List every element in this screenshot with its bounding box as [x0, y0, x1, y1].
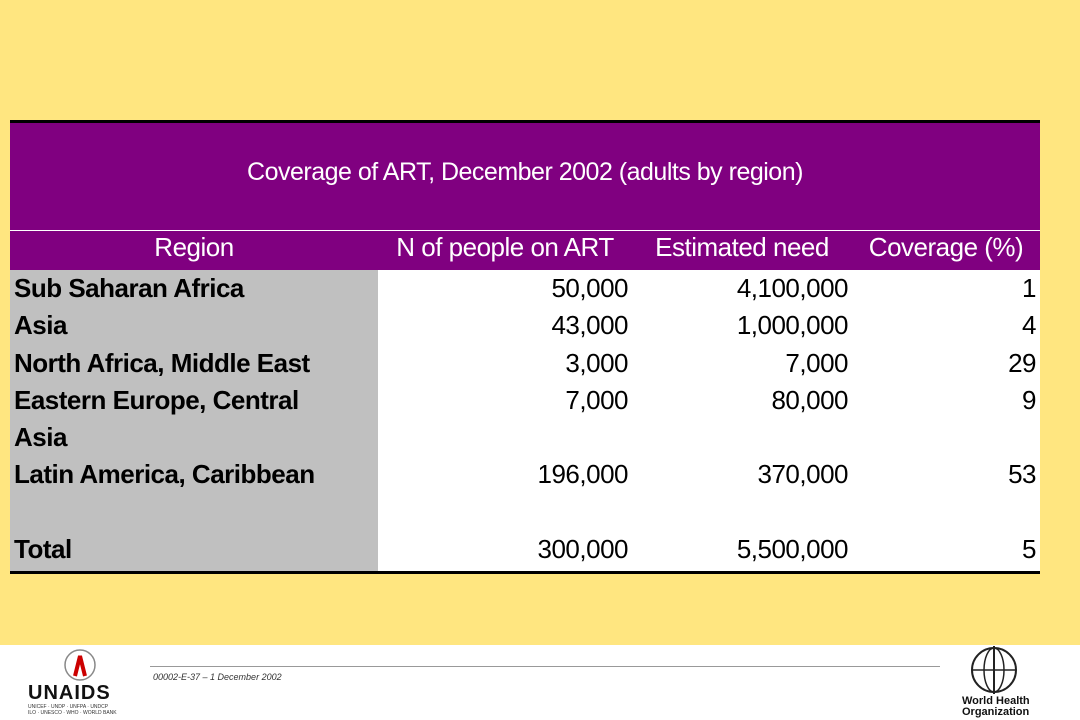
who-logo: World Health Organization [962, 695, 1030, 718]
number-cell: 1 [1022, 273, 1036, 303]
footer-rule [150, 666, 940, 667]
region-cell: Sub Saharan Africa [14, 273, 244, 303]
number-cell: 53 [1008, 459, 1036, 489]
number-cell: 4 [1022, 310, 1036, 340]
number-cell: 196,000 [537, 459, 629, 489]
number-cell: 50,000 [551, 273, 628, 303]
table-bottom-rule [10, 571, 1040, 574]
region-cell: Eastern Europe, Central Asia [14, 385, 299, 452]
region-cell: Latin America, Caribbean [14, 459, 315, 489]
data-column-bg [378, 270, 1040, 572]
number-cell: 1,000,000 [736, 310, 849, 340]
who-emblem [971, 646, 1017, 694]
footer [0, 645, 1080, 720]
region-cell: Total [14, 534, 72, 564]
number-cell: 7,000 [565, 385, 628, 415]
number-cell: 43,000 [551, 310, 628, 340]
reference-code: 00002-E-37 – 1 December 2002 [153, 672, 282, 682]
region-column-bg [10, 270, 378, 572]
title-band [10, 120, 1040, 230]
number-cell: 4,100,000 [736, 273, 849, 303]
table-title: Coverage of ART, December 2002 (adults b… [247, 158, 803, 186]
column-header: Coverage (%) [868, 232, 1024, 262]
number-cell: 5,500,000 [736, 534, 849, 564]
column-header: N of people on ART [396, 232, 614, 262]
number-cell: 80,000 [771, 385, 848, 415]
number-cell: 9 [1022, 385, 1036, 415]
unaids-emblem [64, 649, 96, 681]
column-header: Region [154, 232, 234, 262]
number-cell: 370,000 [757, 459, 849, 489]
unaids-sub-2: ILO · UNESCO · WHO · WORLD BANK [28, 710, 117, 716]
unaids-logo: UNAIDS [28, 682, 111, 704]
column-header: Estimated need [655, 232, 829, 262]
number-cell: 5 [1022, 534, 1036, 564]
number-cell: 29 [1008, 348, 1036, 378]
region-cell: Asia [14, 310, 67, 340]
unaids-sub-1: UNICEF · UNDP · UNFPA · UNDCP [28, 704, 109, 710]
region-cell: North Africa, Middle East [14, 348, 310, 378]
number-cell: 3,000 [565, 348, 628, 378]
number-cell: 7,000 [785, 348, 848, 378]
header-band [10, 230, 1040, 270]
number-cell: 300,000 [537, 534, 629, 564]
